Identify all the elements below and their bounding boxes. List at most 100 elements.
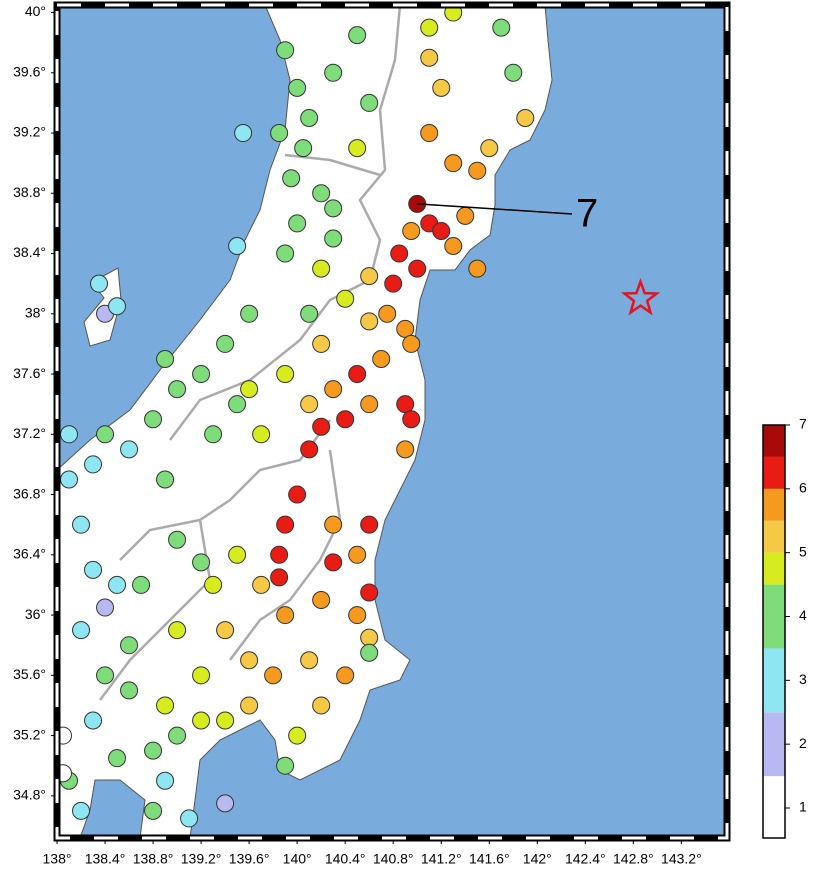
station <box>504 63 523 82</box>
station <box>336 289 355 308</box>
station <box>252 575 271 594</box>
x-tick-label: 141.2° <box>421 851 462 867</box>
x-tick-label: 143.2° <box>661 851 702 867</box>
station <box>516 108 535 127</box>
station <box>192 553 211 572</box>
station <box>336 410 355 429</box>
station <box>402 334 421 353</box>
station <box>108 575 127 594</box>
station <box>216 711 235 730</box>
station <box>276 244 295 263</box>
station <box>456 206 475 225</box>
station <box>348 365 367 384</box>
station <box>156 696 175 715</box>
station <box>402 410 421 429</box>
colorbar-band <box>763 456 785 489</box>
station <box>240 651 259 670</box>
station <box>420 124 439 143</box>
station <box>216 621 235 640</box>
colorbar-band <box>763 488 785 521</box>
colorbar-tick-label: 2 <box>799 735 807 751</box>
station <box>216 794 235 813</box>
station <box>276 756 295 775</box>
station <box>144 410 163 429</box>
station <box>156 771 175 790</box>
station <box>204 575 223 594</box>
station <box>228 395 247 414</box>
y-tick-label: 36.8° <box>13 485 46 501</box>
station <box>300 395 319 414</box>
station <box>132 575 151 594</box>
y-tick-label: 35.2° <box>13 726 46 742</box>
station <box>300 651 319 670</box>
station <box>84 711 103 730</box>
station <box>90 274 109 293</box>
y-tick-label: 40° <box>25 3 46 19</box>
station <box>96 598 115 617</box>
station <box>282 169 301 188</box>
colorbar-tick-label: 6 <box>799 480 807 496</box>
colorbar: 1 2 3 4 5 6 7 <box>762 416 807 839</box>
station <box>288 78 307 97</box>
station <box>294 139 313 158</box>
station <box>60 470 79 489</box>
station <box>468 161 487 180</box>
station <box>492 18 511 37</box>
y-tick-label: 36° <box>25 606 46 622</box>
colorbar-tick-label: 1 <box>799 799 807 815</box>
x-tick-label: 139.6° <box>229 851 270 867</box>
station <box>432 221 451 240</box>
station <box>372 349 391 368</box>
station <box>168 380 187 399</box>
border <box>229 449 342 661</box>
x-tick-label: 141.6° <box>469 851 510 867</box>
border <box>284 153 381 177</box>
x-tick-label: 142° <box>523 851 552 867</box>
station <box>228 545 247 564</box>
station <box>228 237 247 256</box>
station <box>348 606 367 625</box>
x-tick-label: 138.4° <box>85 851 126 867</box>
station <box>480 139 499 158</box>
station <box>168 726 187 745</box>
station <box>396 440 415 459</box>
epicenter <box>620 278 661 316</box>
station <box>270 124 289 143</box>
station <box>312 417 331 436</box>
colorbar-band <box>763 520 785 553</box>
station <box>348 139 367 158</box>
station <box>168 621 187 640</box>
station <box>300 440 319 459</box>
station <box>324 515 343 534</box>
y-tick-label: 37.2° <box>13 425 46 441</box>
station <box>156 349 175 368</box>
x-tick-label: 138.8° <box>133 851 174 867</box>
colorbar-band <box>763 425 785 457</box>
station <box>276 606 295 625</box>
colorbar-tick-label: 3 <box>799 671 807 687</box>
station <box>252 425 271 444</box>
station <box>324 553 343 572</box>
station <box>396 319 415 338</box>
station <box>276 515 295 534</box>
colorbar-border <box>762 424 786 839</box>
station <box>360 93 379 112</box>
annotation-leader <box>417 203 573 215</box>
colorbar-tick-label: 4 <box>799 607 807 623</box>
y-tick-label: 35.6° <box>13 666 46 682</box>
station <box>144 741 163 760</box>
station <box>444 237 463 256</box>
y-tick-label: 39.6° <box>13 63 46 79</box>
station <box>144 801 163 820</box>
stations <box>54 3 535 828</box>
x-tick-label: 140.4° <box>325 851 366 867</box>
station <box>288 485 307 504</box>
station <box>96 425 115 444</box>
station <box>348 545 367 564</box>
station <box>402 221 421 240</box>
frame <box>53 1 731 842</box>
station <box>60 425 79 444</box>
station <box>72 801 91 820</box>
y-tick-label: 34.8° <box>13 787 46 803</box>
